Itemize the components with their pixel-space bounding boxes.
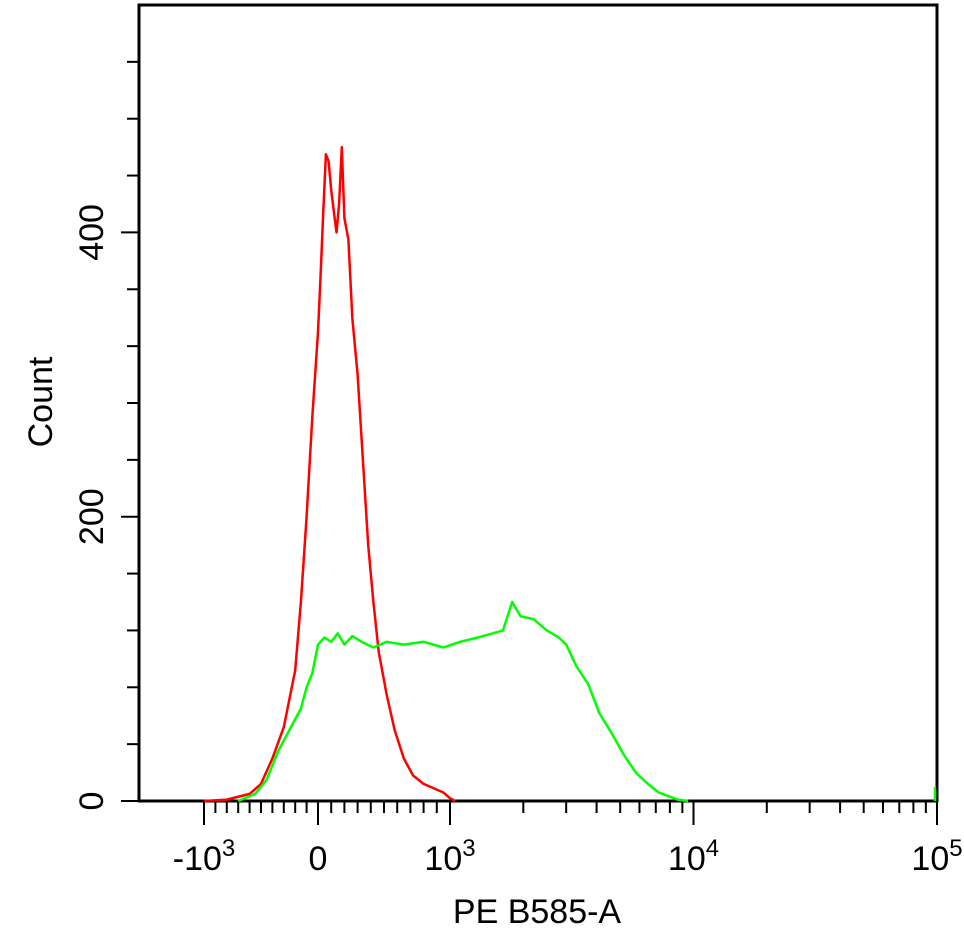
x-tick-label: -103 xyxy=(173,835,236,878)
plot-area xyxy=(137,3,939,803)
x-tick-label: 103 xyxy=(424,835,475,878)
y-axis-title: Count xyxy=(22,356,60,447)
x-tick-label: 105 xyxy=(911,835,962,878)
y-axis: 0 200 400 xyxy=(73,60,139,811)
x-axis-title: PE B585-A xyxy=(453,893,622,931)
series-line-2 xyxy=(237,600,689,803)
y-tick-label: 400 xyxy=(73,204,111,261)
series-line-1 xyxy=(203,145,456,803)
x-tick-label: 0 xyxy=(309,840,328,878)
series-layer xyxy=(203,145,937,803)
y-tick-label: 0 xyxy=(73,792,111,811)
y-tick-label: 200 xyxy=(73,488,111,545)
x-tick-label: 104 xyxy=(668,835,719,878)
x-axis: -103 0 103 104 105 xyxy=(173,801,963,878)
